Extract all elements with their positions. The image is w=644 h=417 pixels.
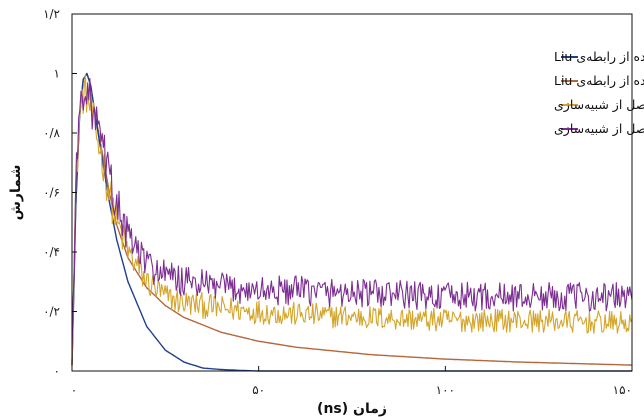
y-tick-label: ۱/۲ [43,7,60,21]
x-tick-label: ۵۰ [252,383,265,397]
plot-lines [71,72,633,372]
y-tick-label: ۰/۸ [43,126,60,140]
y-axis-ticks: ۰ ۰/۲ ۰/۴ ۰/۶ ۰/۸ ۱ ۱/۲ [43,7,77,378]
legend-label-2: طیف نوترون بدست آمده از رابطه‌ی Liu [554,73,644,89]
y-tick-label: ۰/۴ [43,245,60,259]
series-line-3 [71,74,633,366]
series-line-2 [71,72,633,366]
legend-label-1: طیف گامای بدست آمده از رابطه‌ی Liu [554,49,644,65]
x-tick-label: ۱۰۰ [436,383,455,397]
series-line-4 [71,78,633,356]
y-axis-title: شمارش [8,165,24,221]
x-tick-label: ۰ [71,383,77,397]
legend-label-3: طیف گامای حاصل از شبیه‌سازی [554,97,644,113]
x-axis-ticks: ۰ ۵۰ ۱۰۰ ۱۵۰ [71,366,633,397]
x-tick-label: ۱۵۰ [613,383,632,397]
y-tick-label: ۰ [54,364,60,378]
y-tick-label: ۰/۲ [43,305,60,319]
x-axis-title: زمان (ns) [317,401,387,417]
y-tick-label: ۱ [54,67,60,81]
legend: طیف گامای بدست آمده از رابطه‌ی Liu طیف نو… [554,49,644,137]
y-tick-label: ۰/۶ [43,186,60,200]
legend-label-4: طیف نوترون حاصل از شبیه‌سازی [554,121,644,137]
